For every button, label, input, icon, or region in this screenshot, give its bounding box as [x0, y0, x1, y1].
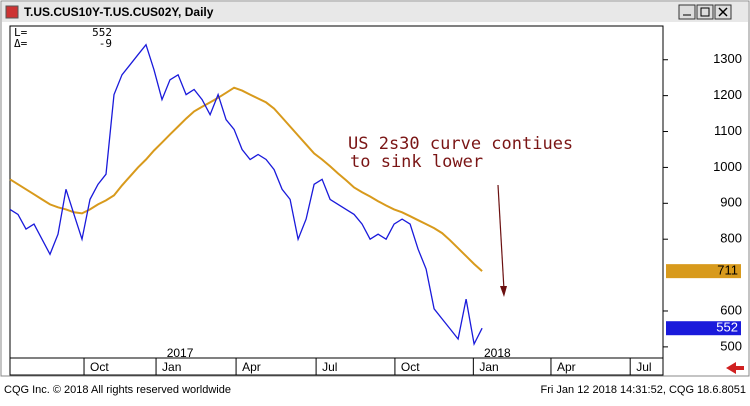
footer-right: Fri Jan 12 2018 14:31:52, CQG 18.6.8051 — [541, 384, 746, 396]
y-tick-label: 1300 — [713, 51, 742, 66]
price-line — [9, 43, 483, 347]
y-tick-label: 800 — [720, 231, 742, 246]
x-tick-label: Jul — [636, 360, 651, 374]
minimize-button[interactable] — [678, 4, 696, 20]
maximize-icon — [700, 7, 710, 17]
info-value: -9 — [99, 37, 112, 50]
window-icon — [5, 5, 19, 19]
last-value-box — [666, 321, 741, 336]
title-bar — [2, 2, 748, 22]
last-value-label: 711 — [717, 263, 738, 278]
y-tick-label: 1200 — [713, 87, 742, 102]
annotation: US 2s30 curve contiues — [348, 134, 573, 154]
x-tick-label: Jan — [479, 360, 498, 374]
window-frame — [0, 0, 750, 377]
y-tick-label: 600 — [720, 302, 742, 317]
info-value: 552 — [92, 26, 112, 39]
plot-area — [9, 25, 664, 359]
info-label: Δ= — [14, 37, 28, 50]
y-tick-label: 500 — [720, 338, 742, 353]
y-tick-label: 900 — [720, 195, 742, 210]
x-tick-label: Jan — [162, 360, 181, 374]
x-tick-label: Oct — [401, 360, 420, 374]
y-tick-label: 1000 — [713, 159, 742, 174]
footer-left: CQG Inc. © 2018 All rights reserved worl… — [4, 384, 231, 396]
x-tick-label: Apr — [557, 360, 576, 374]
window-title: T.US.CUS10Y-T.US.CUS02Y, Daily — [24, 5, 214, 19]
scroll-arrow[interactable] — [726, 362, 744, 374]
y-tick-label: 1100 — [714, 123, 742, 138]
annotation-arrowhead — [500, 286, 507, 297]
maximize-button[interactable] — [696, 4, 714, 20]
average-line — [9, 86, 483, 272]
year-label: 2017 — [167, 346, 194, 360]
close-icon — [718, 7, 728, 17]
year-label: 2018 — [484, 346, 511, 360]
annotation: to sink lower — [350, 152, 483, 172]
last-value-box — [666, 264, 741, 279]
info-label: L= — [14, 26, 28, 39]
x-axis-strip — [9, 357, 664, 376]
x-tick-label: Jul — [322, 360, 337, 374]
x-tick-label: Oct — [90, 360, 109, 374]
annotation-arrow — [497, 184, 505, 291]
last-value-label: 552 — [716, 320, 738, 335]
x-tick-label: Apr — [242, 360, 261, 374]
